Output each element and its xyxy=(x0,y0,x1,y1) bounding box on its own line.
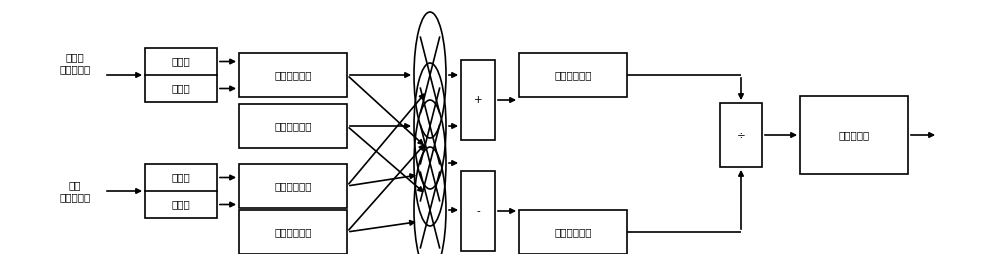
Text: 积分清零电路: 积分清零电路 xyxy=(554,227,592,237)
Text: -: - xyxy=(476,206,480,216)
Text: 参考
零中频信号: 参考 零中频信号 xyxy=(59,180,91,202)
Text: 反正切运算: 反正切运算 xyxy=(838,130,870,140)
Text: 积分清零电路: 积分清零电路 xyxy=(274,70,312,80)
Text: +: + xyxy=(474,95,482,105)
Text: 取虚部: 取虚部 xyxy=(172,199,190,210)
Text: 积分清零电路: 积分清零电路 xyxy=(274,181,312,191)
Text: 积分清零电路: 积分清零电路 xyxy=(554,70,592,80)
Bar xyxy=(239,164,347,208)
Bar xyxy=(145,164,217,218)
Bar xyxy=(461,171,495,251)
Text: 取实部: 取实部 xyxy=(172,172,190,183)
Bar xyxy=(800,96,908,174)
Bar xyxy=(145,48,217,102)
Bar xyxy=(239,53,347,97)
Text: ÷: ÷ xyxy=(737,130,745,140)
Text: 积分清零电路: 积分清零电路 xyxy=(274,121,312,131)
Bar xyxy=(239,104,347,148)
Bar xyxy=(519,210,627,254)
Text: 取实部: 取实部 xyxy=(172,56,190,67)
Bar xyxy=(461,60,495,140)
Text: 积分清零电路: 积分清零电路 xyxy=(274,227,312,237)
Bar xyxy=(239,210,347,254)
Bar xyxy=(720,103,762,167)
Text: 取虚部: 取虚部 xyxy=(172,84,190,93)
Bar xyxy=(519,53,627,97)
Text: 待标校
零中频信号: 待标校 零中频信号 xyxy=(59,52,91,74)
